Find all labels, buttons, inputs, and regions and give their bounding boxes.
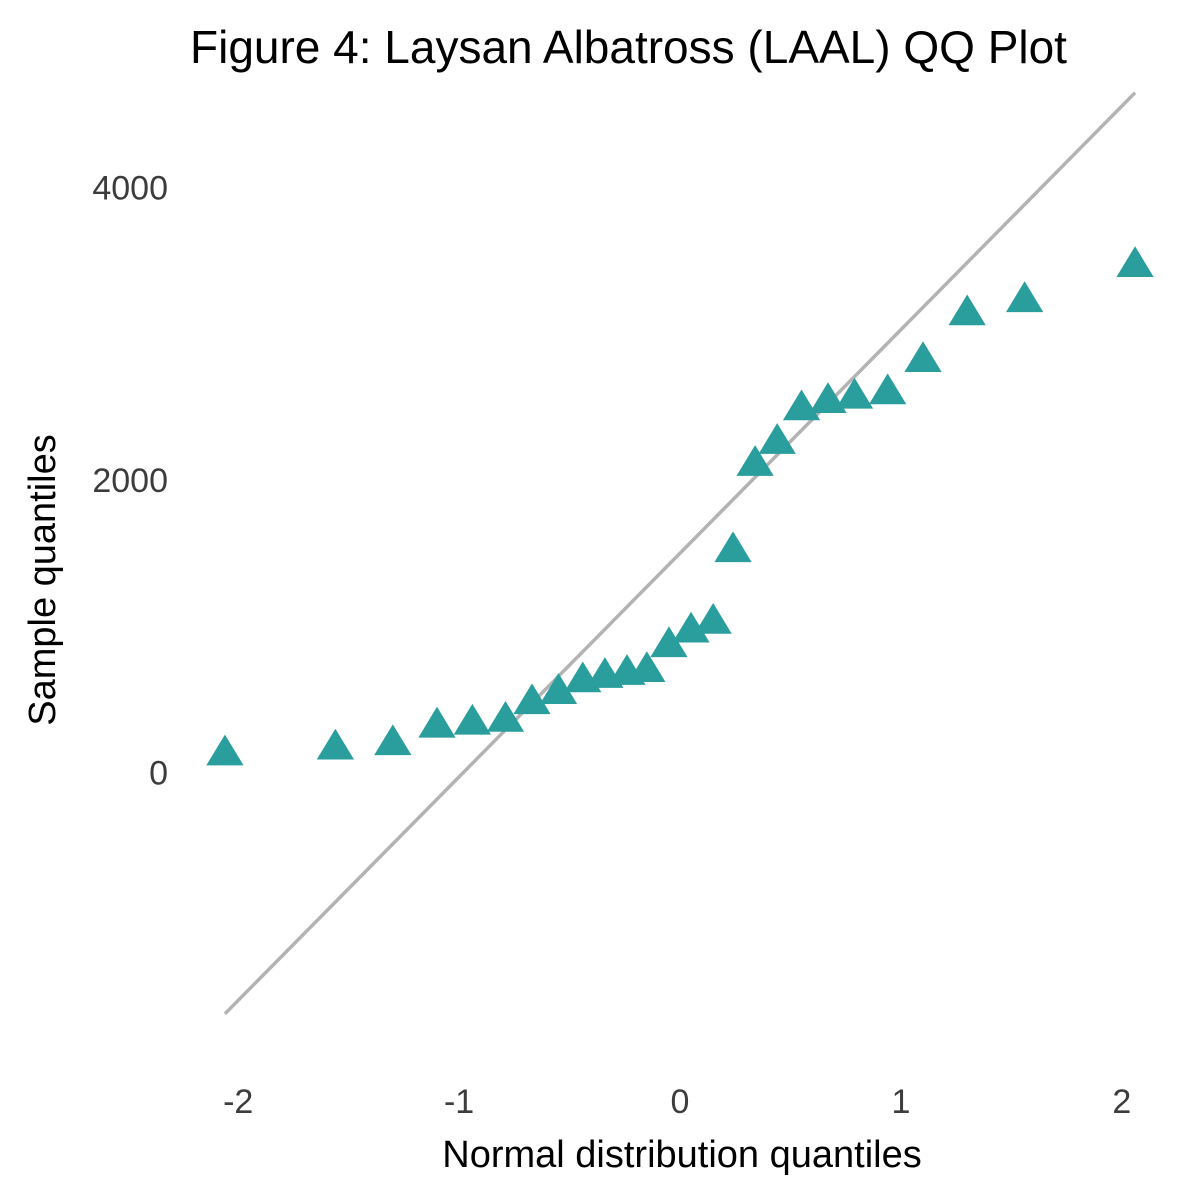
data-point bbox=[486, 700, 525, 732]
x-tick-label: 1 bbox=[891, 1083, 910, 1121]
y-tick-label: 2000 bbox=[92, 462, 168, 500]
data-point bbox=[1116, 246, 1154, 277]
y-tick-label: 0 bbox=[149, 755, 168, 793]
data-point bbox=[628, 651, 666, 683]
data-point bbox=[714, 531, 752, 563]
y-tick-label: 4000 bbox=[92, 170, 168, 208]
x-tick-label: 2 bbox=[1112, 1083, 1131, 1121]
data-point bbox=[539, 673, 578, 704]
plot-area bbox=[206, 91, 1154, 1016]
x-axis-title: Normal distribution quantiles bbox=[442, 1134, 921, 1176]
data-point bbox=[650, 626, 688, 658]
data-point bbox=[418, 706, 456, 738]
y-axis-title: Sample quantiles bbox=[22, 434, 64, 726]
x-tick-label: -2 bbox=[223, 1083, 253, 1121]
data-point bbox=[809, 382, 847, 413]
data-point bbox=[672, 611, 710, 643]
data-point bbox=[206, 734, 244, 766]
data-point bbox=[374, 724, 412, 756]
axis-ticks: -2 -1 0 1 2 0 2000 4000 bbox=[92, 170, 1131, 1121]
data-point bbox=[316, 728, 355, 760]
x-tick-label: -1 bbox=[444, 1083, 474, 1121]
data-point bbox=[869, 373, 907, 405]
data-point bbox=[904, 341, 942, 373]
reference-line bbox=[223, 91, 1137, 1016]
data-point bbox=[694, 602, 732, 634]
data-point bbox=[758, 423, 796, 454]
data-point bbox=[1005, 281, 1044, 313]
data-point bbox=[513, 683, 551, 715]
chart-title: Figure 4: Laysan Albatross (LAAL) QQ Plo… bbox=[190, 21, 1067, 73]
data-point bbox=[736, 445, 774, 476]
data-point bbox=[948, 294, 986, 326]
data-point bbox=[453, 703, 491, 735]
data-point bbox=[835, 377, 874, 409]
x-tick-label: 0 bbox=[671, 1083, 690, 1121]
